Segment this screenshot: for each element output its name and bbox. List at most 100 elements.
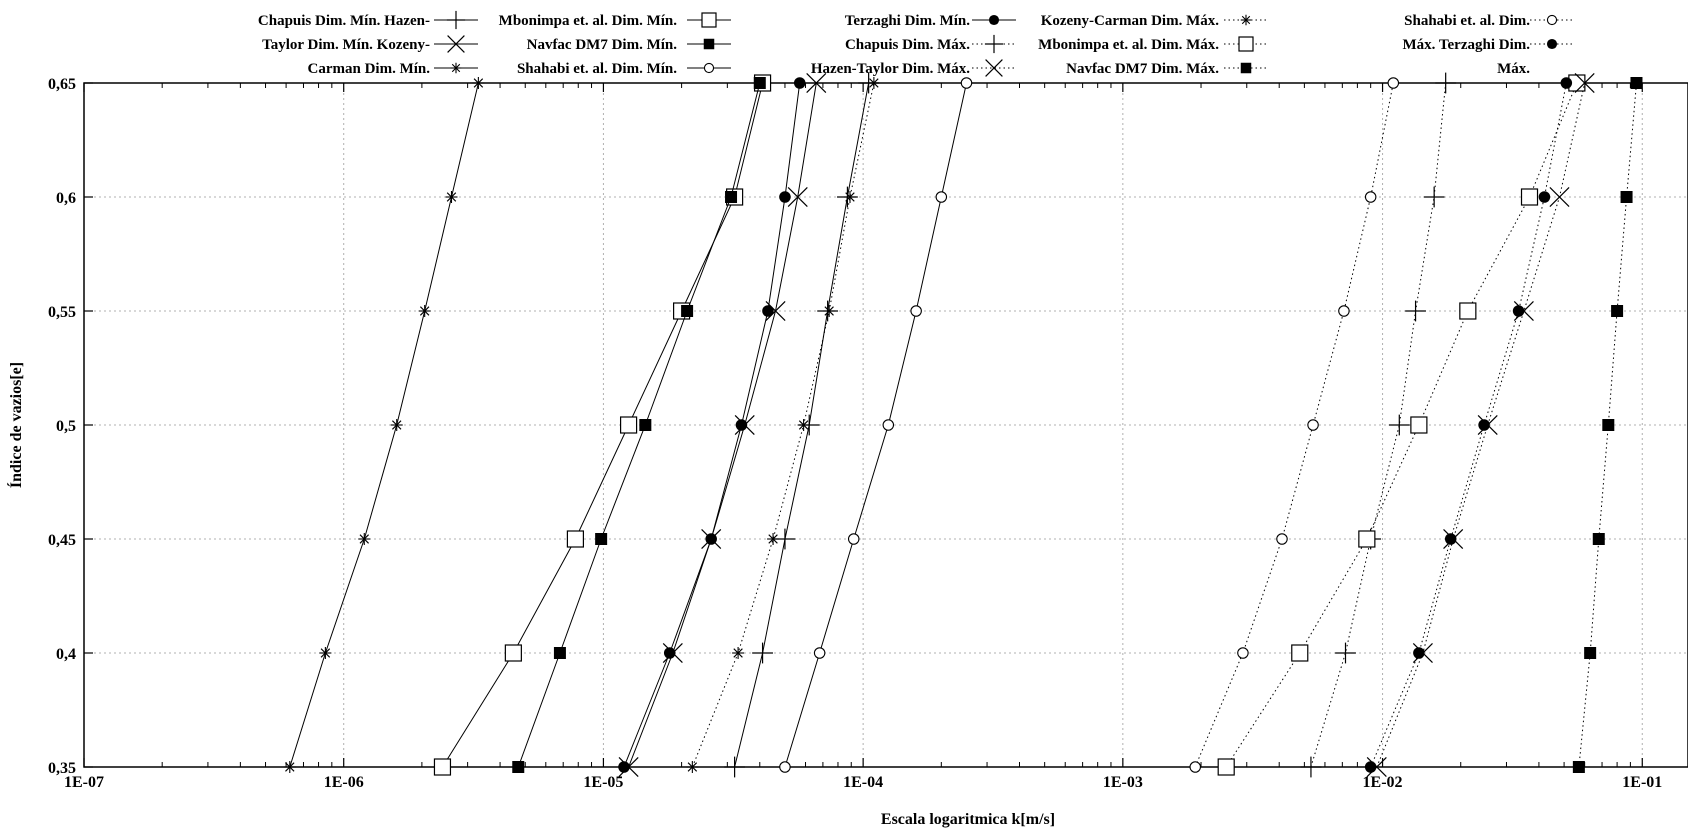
marker-filled-square: [1630, 77, 1643, 89]
series-13: [1366, 72, 1595, 778]
marker-asterisk: [686, 761, 699, 773]
marker-shape: [1238, 36, 1254, 52]
marker-open-circle: [1338, 305, 1350, 317]
legend-label: Chapuis Dim. Mín. Hazen-: [258, 13, 430, 29]
legend-label: Kozeny-Carman Dim. Máx.: [1041, 13, 1220, 29]
x-tick-label: 1E-01: [1622, 774, 1662, 791]
marker-filled-square: [1592, 533, 1605, 545]
marker-stroke: [768, 534, 778, 544]
marker-shape: [762, 305, 774, 317]
marker-open-square: [1459, 302, 1477, 320]
marker-plus: [1300, 756, 1322, 778]
marker-stroke: [359, 534, 369, 544]
marker-open-square: [1410, 416, 1428, 434]
marker-shape: [1291, 644, 1309, 662]
x-tick-label: 1E-05: [583, 774, 623, 791]
marker-x: [734, 414, 755, 436]
marker-stroke: [845, 192, 855, 202]
marker-stroke: [787, 186, 808, 208]
x-tick-label: 1E-04: [843, 774, 883, 791]
marker-open-circle: [882, 419, 895, 431]
marker-shape: [1240, 62, 1252, 74]
marker-asterisk: [472, 77, 485, 89]
marker-filled-square: [1584, 647, 1597, 659]
marker-x: [662, 642, 683, 664]
marker-shape: [1592, 533, 1605, 545]
marker-stroke: [701, 528, 722, 550]
y-tick-label: 0,5: [56, 418, 76, 435]
marker-stroke: [1443, 528, 1464, 550]
x-tick-label: 1E-02: [1363, 774, 1403, 791]
marker-shape: [1546, 38, 1558, 50]
marker-shape: [1307, 419, 1319, 431]
marker-shape: [553, 647, 566, 659]
y-tick-label: 0,65: [48, 76, 76, 93]
marker-plus: [1405, 300, 1426, 322]
marker-asterisk: [450, 62, 462, 74]
marker-filled-square: [703, 38, 715, 50]
x-axis: 1E-07 1E-06 1E-05 1E-04 1E-03 1E-02 1E-01: [64, 83, 1662, 791]
marker-x: [1477, 414, 1498, 436]
marker-filled-square: [553, 647, 566, 659]
marker-shape: [433, 758, 452, 776]
marker-filled-square: [1620, 191, 1633, 203]
marker-shape: [1572, 761, 1585, 773]
marker-filled-square: [595, 533, 608, 545]
marker-shape: [813, 647, 826, 659]
marker-shape: [779, 191, 791, 203]
marker-stroke: [734, 414, 755, 436]
marker-open-circle: [1276, 533, 1288, 545]
marker-open-circle: [1189, 761, 1201, 773]
marker-shape: [1237, 647, 1249, 659]
legend-label: Hazen-Taylor Dim. Máx.: [811, 61, 970, 77]
marker-filled-square: [512, 761, 525, 773]
marker-stroke: [824, 306, 834, 316]
legend-label: Taylor Dim. Mín. Kozeny-: [262, 37, 430, 53]
marker-shape: [1358, 530, 1376, 548]
marker-filled-square: [1602, 419, 1615, 431]
marker-stroke: [320, 648, 331, 658]
y-axis-title: Índice de vazios[e]: [6, 362, 25, 488]
marker-shape: [1520, 188, 1539, 206]
marker-shape: [988, 14, 1000, 26]
marker-asterisk: [445, 191, 458, 203]
marker-filled-circle: [1512, 305, 1525, 317]
series-7: [686, 77, 880, 773]
marker-filled-circle: [762, 305, 774, 317]
marker-shape: [663, 647, 676, 659]
marker-filled-circle: [1546, 38, 1558, 50]
marker-open-square: [433, 758, 452, 776]
marker-shape: [1584, 647, 1597, 659]
marker-x: [447, 35, 465, 53]
marker-stroke: [1412, 642, 1433, 664]
marker-stroke: [419, 306, 430, 316]
marker-asterisk: [358, 533, 371, 545]
marker-shape: [1413, 647, 1425, 659]
legend-label: Máx. Terzaghi Dim.: [1403, 37, 1531, 53]
marker-asterisk: [767, 533, 780, 545]
marker-stroke: [806, 72, 827, 94]
marker-open-circle: [1307, 419, 1319, 431]
legend-label: Shahabi et. al. Dim. Mín.: [517, 61, 677, 77]
marker-plus: [752, 642, 773, 664]
marker-open-square: [1520, 188, 1539, 206]
marker-shape: [1364, 191, 1377, 203]
marker-plus: [724, 756, 746, 778]
marker-asterisk: [319, 647, 332, 659]
marker-x: [787, 186, 808, 208]
marker-filled-circle: [988, 14, 1000, 26]
marker-stroke: [447, 35, 465, 53]
legend-label: Carman Dim. Mín.: [308, 61, 431, 77]
x-tick-label: 1E-03: [1103, 774, 1143, 791]
marker-plus: [1423, 186, 1445, 208]
marker-filled-square: [1240, 62, 1252, 74]
marker-filled-circle: [1444, 533, 1457, 545]
series-6: [779, 77, 973, 773]
marker-stroke: [662, 642, 683, 664]
marker-filled-circle: [1413, 647, 1425, 659]
marker-shape: [1602, 419, 1615, 431]
series-2: [618, 77, 806, 773]
marker-asterisk: [867, 77, 880, 89]
legend-label: Mbonimpa et. al. Dim. Máx.: [1038, 37, 1219, 53]
legend-label: Terzaghi Dim. Mín.: [845, 13, 971, 29]
